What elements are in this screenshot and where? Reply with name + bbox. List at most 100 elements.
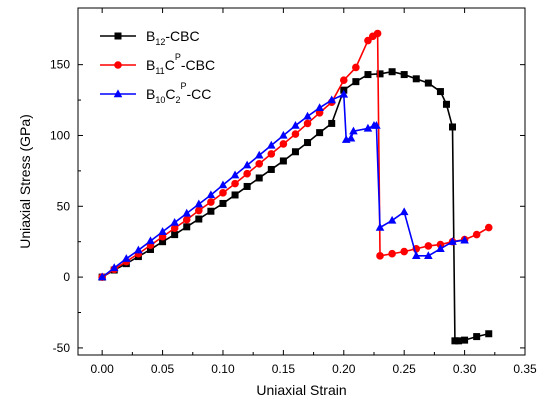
data-point — [134, 245, 143, 254]
x-tick-label: 0.20 — [332, 362, 356, 376]
data-point — [455, 337, 463, 345]
data-point — [267, 165, 275, 173]
data-point — [460, 235, 469, 244]
data-point — [364, 71, 372, 79]
y-tick-label: 150 — [50, 58, 70, 72]
data-point — [218, 180, 228, 189]
data-point — [484, 223, 493, 232]
data-point — [449, 123, 457, 131]
data-point — [424, 242, 433, 250]
legend-entry: B11​CP​-CBC — [100, 52, 215, 76]
axes-layer: 0.00 0.05 0.10 0.15 0.20 0.25 0.30 0.35 -50 0 50 10… — [50, 8, 537, 376]
data-point — [231, 179, 239, 188]
data-point — [230, 170, 240, 179]
data-point — [412, 75, 420, 83]
y-tick-label: 100 — [50, 128, 70, 142]
series-square — [98, 68, 493, 345]
data-point — [388, 68, 396, 76]
data-point — [448, 237, 457, 245]
data-point — [346, 133, 356, 142]
data-point — [158, 227, 167, 235]
data-point — [242, 160, 252, 169]
data-point — [207, 198, 215, 206]
series-line — [101, 70, 489, 342]
data-point — [243, 182, 251, 190]
data-point — [485, 330, 493, 338]
data-point — [349, 126, 358, 135]
data-point — [327, 95, 337, 104]
data-point — [339, 89, 349, 98]
legend-entry: B12​-CBC — [100, 28, 200, 47]
data-point — [219, 189, 227, 197]
data-point — [183, 223, 191, 231]
data-point — [291, 148, 299, 156]
data-point — [399, 207, 409, 216]
x-tick-label: 0.15 — [272, 362, 296, 376]
data-point — [339, 76, 348, 85]
data-point — [411, 251, 421, 260]
legend-label: B11​CP​-CBC — [146, 52, 215, 76]
data-point — [170, 217, 179, 226]
legend-marker — [114, 32, 122, 40]
data-point — [328, 119, 336, 127]
data-point — [122, 254, 131, 262]
data-point — [219, 199, 227, 207]
x-tick-label: 0.35 — [513, 362, 537, 376]
data-point — [387, 215, 397, 224]
data-point — [400, 247, 408, 256]
data-point — [473, 333, 481, 341]
series-triangle — [97, 89, 469, 281]
data-point — [388, 249, 396, 258]
data-point — [97, 272, 107, 281]
data-point — [171, 231, 179, 239]
legend-marker — [113, 89, 123, 98]
data-point — [195, 206, 203, 215]
data-point — [194, 199, 204, 208]
legend-label: B10​C2​P​-CC — [146, 81, 211, 105]
data-point — [146, 245, 154, 253]
data-point — [207, 207, 215, 215]
data-point — [195, 215, 203, 223]
data-point — [206, 190, 216, 199]
data-point — [373, 29, 382, 38]
data-point — [424, 79, 432, 87]
data-point — [461, 336, 469, 344]
data-point — [424, 251, 433, 260]
legend-entry: B10​C2​P​-CC — [100, 81, 211, 105]
y-tick-label: 50 — [57, 199, 71, 213]
data-point — [303, 119, 312, 128]
data-point — [436, 88, 444, 96]
data-point — [231, 191, 239, 199]
data-point — [170, 224, 179, 233]
data-point — [472, 230, 481, 239]
data-point — [451, 337, 459, 345]
data-point — [255, 174, 263, 182]
data-point — [304, 139, 312, 147]
data-point — [182, 215, 191, 224]
data-point — [376, 252, 384, 260]
x-tick-label: 0.00 — [90, 362, 114, 376]
data-point — [146, 236, 155, 245]
data-point — [442, 100, 450, 108]
data-point — [375, 222, 385, 231]
data-point — [352, 78, 360, 86]
data-point — [109, 263, 119, 272]
data-point — [303, 111, 312, 120]
data-point — [316, 129, 324, 137]
data-point — [267, 150, 276, 158]
legend: B12​-CBC B11​CP​-CBC B10​C2​P​-CC — [100, 28, 215, 105]
data-point — [279, 157, 287, 165]
x-axis-title: Uniaxial Strain — [256, 382, 346, 398]
data-point — [266, 140, 276, 149]
y-tick-label: 0 — [63, 270, 70, 284]
x-tick-label: 0.05 — [151, 362, 175, 376]
legend-label: B12​-CBC — [146, 28, 200, 47]
y-tick-label: -50 — [53, 341, 71, 355]
data-point — [291, 120, 300, 129]
y-axis-title: Uniaxial Stress (GPa) — [17, 114, 33, 249]
x-tick-label: 0.25 — [393, 362, 417, 376]
legend-marker — [114, 61, 122, 69]
data-point — [372, 120, 381, 129]
